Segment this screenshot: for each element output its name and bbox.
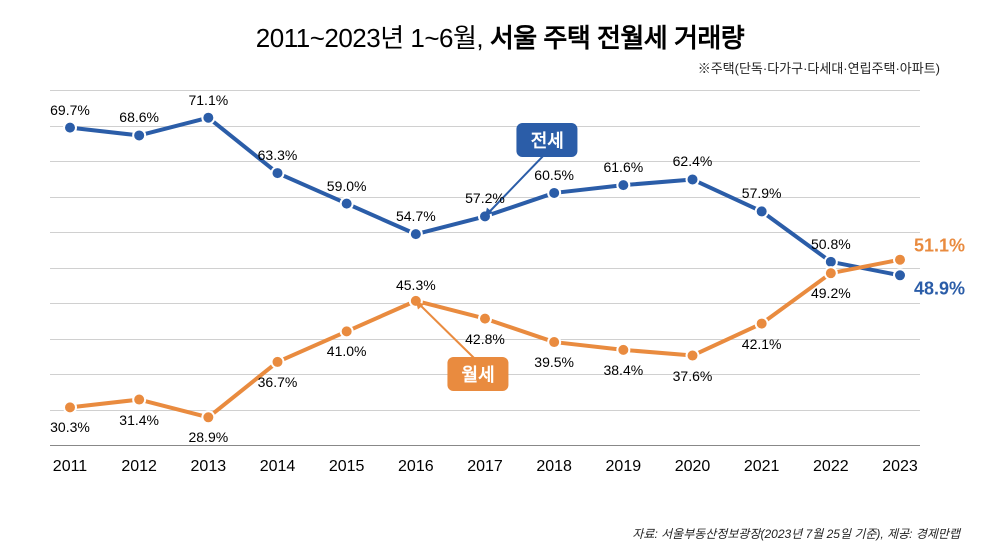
data-point [617,179,629,191]
data-label: 61.6% [603,159,643,175]
data-point [825,256,837,268]
data-label: 62.4% [673,153,713,169]
data-label: 60.5% [534,167,574,183]
data-point [687,173,699,185]
data-label: 71.1% [188,92,228,108]
data-point [756,205,768,217]
data-label: 37.6% [673,368,713,384]
data-point [202,411,214,423]
data-point [202,112,214,124]
data-point [133,394,145,406]
data-point [272,356,284,368]
data-label: 28.9% [188,429,228,445]
data-point [479,313,491,325]
source-text: 자료: 서울부동산정보광장(2023년 7월 25일 기준), 제공: 경제만랩 [632,525,960,542]
data-point [825,267,837,279]
series-legend-tag: 전세 [517,123,578,157]
data-label: 68.6% [119,109,159,125]
data-label: 30.3% [50,419,90,435]
data-point [64,122,76,134]
data-label: 45.3% [396,277,436,293]
data-point [617,344,629,356]
data-point [272,167,284,179]
title-bold: 서울 주택 전월세 거래량 [490,23,744,53]
data-label: 39.5% [534,354,574,370]
data-point [341,325,353,337]
data-label: 49.2% [811,285,851,301]
data-point [756,318,768,330]
data-label: 57.9% [742,185,782,201]
chart-title: 2011~2023년 1~6월, 서울 주택 전월세 거래량 [0,0,1000,55]
data-point [548,336,560,348]
data-point [548,187,560,199]
data-point [894,269,906,281]
title-light: 2011~2023년 1~6월, [256,23,490,53]
data-label: 42.8% [465,331,505,347]
data-point [64,401,76,413]
data-point [894,254,906,266]
end-label: 48.9% [914,279,965,300]
data-point [341,198,353,210]
chart-subtitle: ※주택(단독·다가구·다세대·연립주택·아파트) [698,58,940,77]
chart-svg [50,90,920,470]
data-label: 42.1% [742,336,782,352]
data-point [133,129,145,141]
data-label: 50.8% [811,236,851,252]
data-point [410,228,422,240]
end-label: 51.1% [914,235,965,256]
data-label: 31.4% [119,412,159,428]
data-label: 38.4% [603,362,643,378]
data-label: 59.0% [327,178,367,194]
series-legend-tag: 월세 [448,357,509,391]
data-label: 63.3% [258,147,298,163]
data-label: 54.7% [396,208,436,224]
data-label: 69.7% [50,102,90,118]
data-label: 41.0% [327,343,367,359]
chart-area: 2011201220132014201520162017201820192020… [50,90,920,470]
data-label: 36.7% [258,374,298,390]
data-point [687,350,699,362]
data-label: 57.2% [465,190,505,206]
